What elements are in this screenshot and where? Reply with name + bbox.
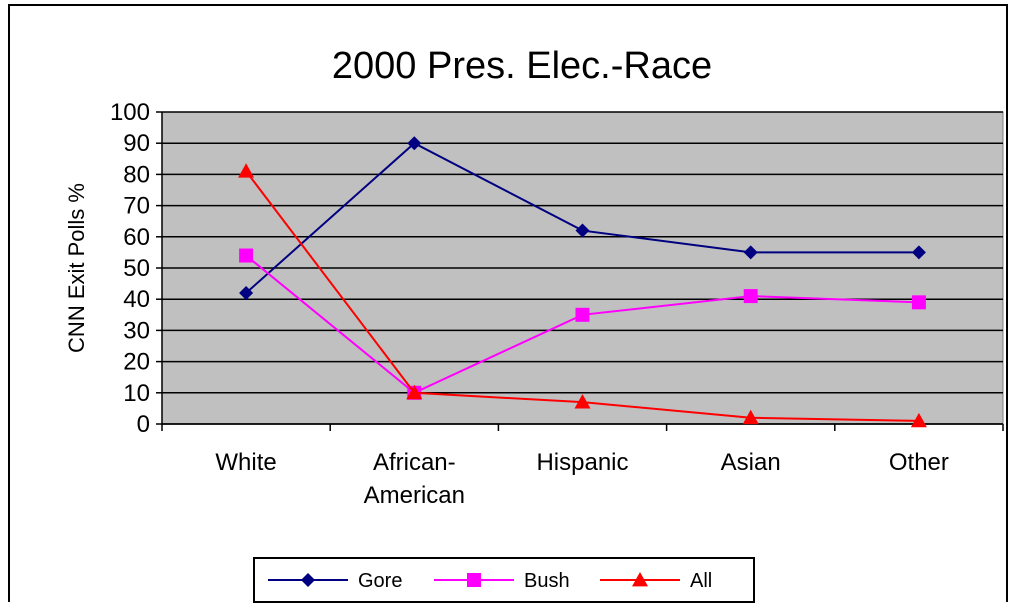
y-tick-label: 20: [123, 349, 150, 376]
y-tick-label: 30: [123, 317, 150, 344]
y-tick-label: 70: [123, 193, 150, 220]
legend-marker-all: [632, 572, 648, 587]
y-tick-label: 90: [123, 130, 150, 157]
data-point-gore: [743, 245, 758, 260]
data-point-gore: [575, 223, 590, 238]
legend-marker-bush: [467, 573, 481, 587]
y-tick-label: 10: [123, 380, 150, 407]
line-chart: 2000 Pres. Elec.-Race CNN Exit Polls % 0…: [64, 45, 1004, 603]
data-point-gore: [911, 245, 926, 260]
legend-marker-gore: [301, 573, 315, 587]
y-tick-label: 60: [123, 224, 150, 251]
x-tick-label: Hispanic: [536, 449, 628, 476]
data-point-bush: [239, 248, 254, 263]
data-point-bush: [575, 307, 590, 322]
legend-label-all: All: [690, 570, 712, 592]
data-point-gore: [239, 285, 254, 300]
x-tick-label: White: [215, 449, 276, 476]
plot-area: 0 10 20 30 40 50 60 70 80 90 100 White African-Ameri…: [110, 99, 1004, 509]
data-point-all: [910, 412, 927, 428]
data-point-gore: [407, 136, 422, 151]
y-tick-label: 0: [137, 411, 150, 438]
data-point-all: [406, 384, 423, 400]
y-tick-label: 100: [110, 99, 150, 126]
y-tick-label: 40: [123, 286, 150, 313]
y-tick-label: 50: [123, 255, 150, 282]
y-tick-label: 80: [123, 161, 150, 188]
chart-frame: 2000 Pres. Elec.-Race CNN Exit Polls % 0…: [8, 4, 1008, 603]
data-point-all: [742, 409, 759, 425]
chart-title: 2000 Pres. Elec.-Race: [332, 45, 712, 87]
data-point-all: [238, 163, 255, 178]
legend-label-gore: Gore: [358, 570, 402, 592]
y-axis-label: CNN Exit Polls %: [64, 183, 89, 353]
x-tick-label: African-American: [364, 449, 465, 509]
x-tick-label: Other: [889, 449, 949, 476]
data-point-all: [574, 394, 591, 409]
data-point-bush: [743, 289, 758, 304]
x-tick-label: Asian: [721, 449, 781, 476]
legend: Gore Bush All: [253, 557, 755, 603]
legend-label-bush: Bush: [524, 570, 570, 592]
data-point-bush: [911, 295, 926, 310]
